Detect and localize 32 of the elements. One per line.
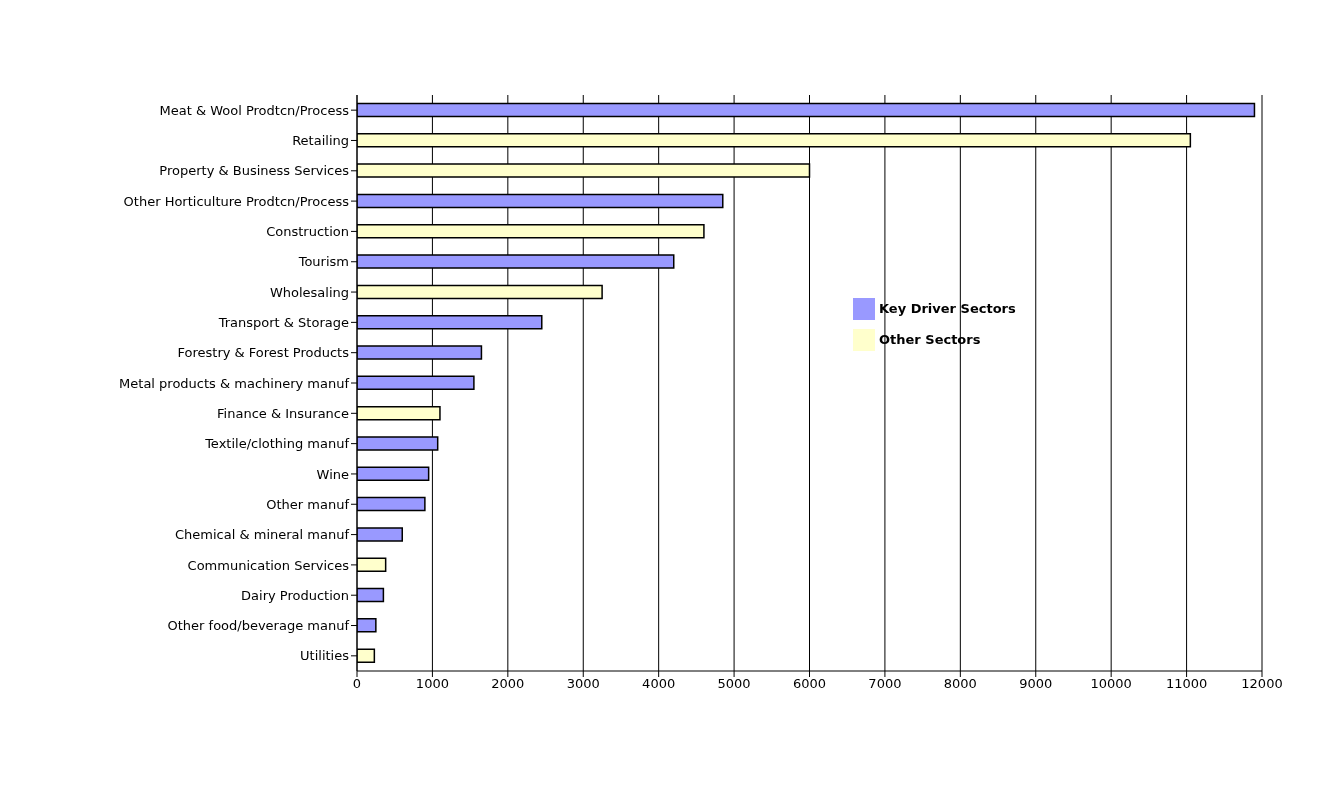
y-tick-label: Property & Business Services [159,163,350,179]
x-tick-label: 6000 [792,676,827,692]
y-tick-label: Retailing [292,133,349,149]
x-tick-label: 0 [352,676,362,692]
y-tick-label: Other Horticulture Prodtcn/Process [123,193,350,209]
y-tick-label: Wholesaling [269,284,349,300]
y-tick-label: Utilities [300,648,350,664]
x-tick-label: 7000 [868,676,902,692]
y-tick-label: Construction [266,224,349,240]
y-tick-label: Meat & Wool Prodtcn/Process [159,102,350,118]
y-tick-label: Wine [316,466,349,482]
x-tick-label: 5000 [717,676,751,692]
y-tick-label: Forestry & Forest Products [177,345,350,361]
x-tick-label: 10000 [1090,676,1132,692]
y-tick-label: Finance & Insurance [217,405,349,421]
x-tick-label: 11000 [1165,676,1208,692]
y-tick-label: Dairy Production [241,587,349,603]
y-tick-label: Metal products & machinery manuf [119,375,350,391]
x-tick-label: 1000 [415,676,449,692]
y-tick-label: Textile/clothing manuf [204,436,350,452]
x-tick-label: 3000 [566,676,600,692]
y-tick-label: Communication Services [187,557,350,573]
y-tick-label: Transport & Storage [217,314,349,330]
y-tick-label: Other manuf [266,496,350,512]
x-tick-label: 8000 [943,676,977,692]
y-tick-label: Tourism [297,254,349,270]
x-tick-label: 4000 [642,676,676,692]
x-tick-label: 9000 [1019,676,1053,692]
y-tick-label: Other food/beverage manuf [167,618,350,634]
x-tick-label: 12000 [1241,676,1283,692]
x-tick-label: 2000 [491,676,525,692]
y-tick-label: Chemical & mineral manuf [175,527,350,543]
